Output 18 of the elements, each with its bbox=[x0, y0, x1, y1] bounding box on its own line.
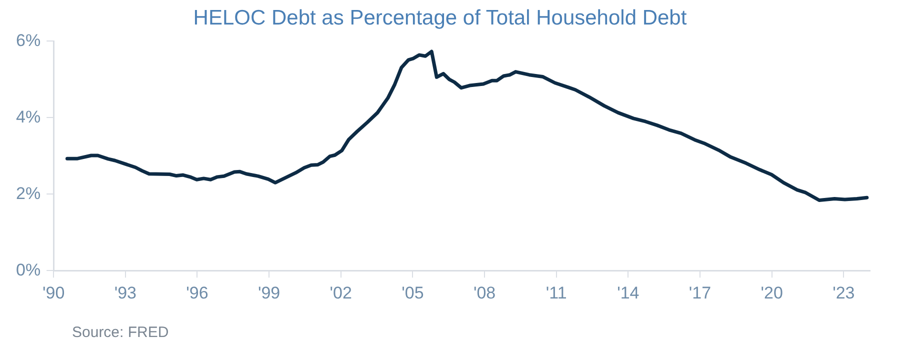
x-tick-label: '14 bbox=[617, 283, 640, 302]
x-tick-label: '11 bbox=[546, 283, 567, 302]
x-tick-label: '99 bbox=[258, 283, 280, 302]
y-tick-label: 4% bbox=[16, 107, 41, 126]
x-tick-label: '20 bbox=[760, 283, 783, 302]
x-tick-label: '90 bbox=[42, 283, 65, 302]
x-tick-label: '93 bbox=[114, 283, 136, 302]
y-tick-label: 6% bbox=[16, 30, 41, 50]
x-tick-label: '23 bbox=[832, 283, 855, 302]
x-tick-label: '17 bbox=[688, 283, 712, 302]
y-tick-label: 0% bbox=[16, 260, 41, 280]
x-tick-label: '05 bbox=[402, 283, 424, 302]
x-tick-label: '08 bbox=[473, 283, 496, 302]
x-tick-label: '02 bbox=[330, 283, 352, 302]
y-tick-label: 2% bbox=[16, 184, 41, 203]
x-tick-label: '96 bbox=[186, 283, 208, 302]
chart-title: HELOC Debt as Percentage of Total Household Debt bbox=[193, 6, 687, 30]
source-note: Source: FRED bbox=[72, 324, 169, 341]
